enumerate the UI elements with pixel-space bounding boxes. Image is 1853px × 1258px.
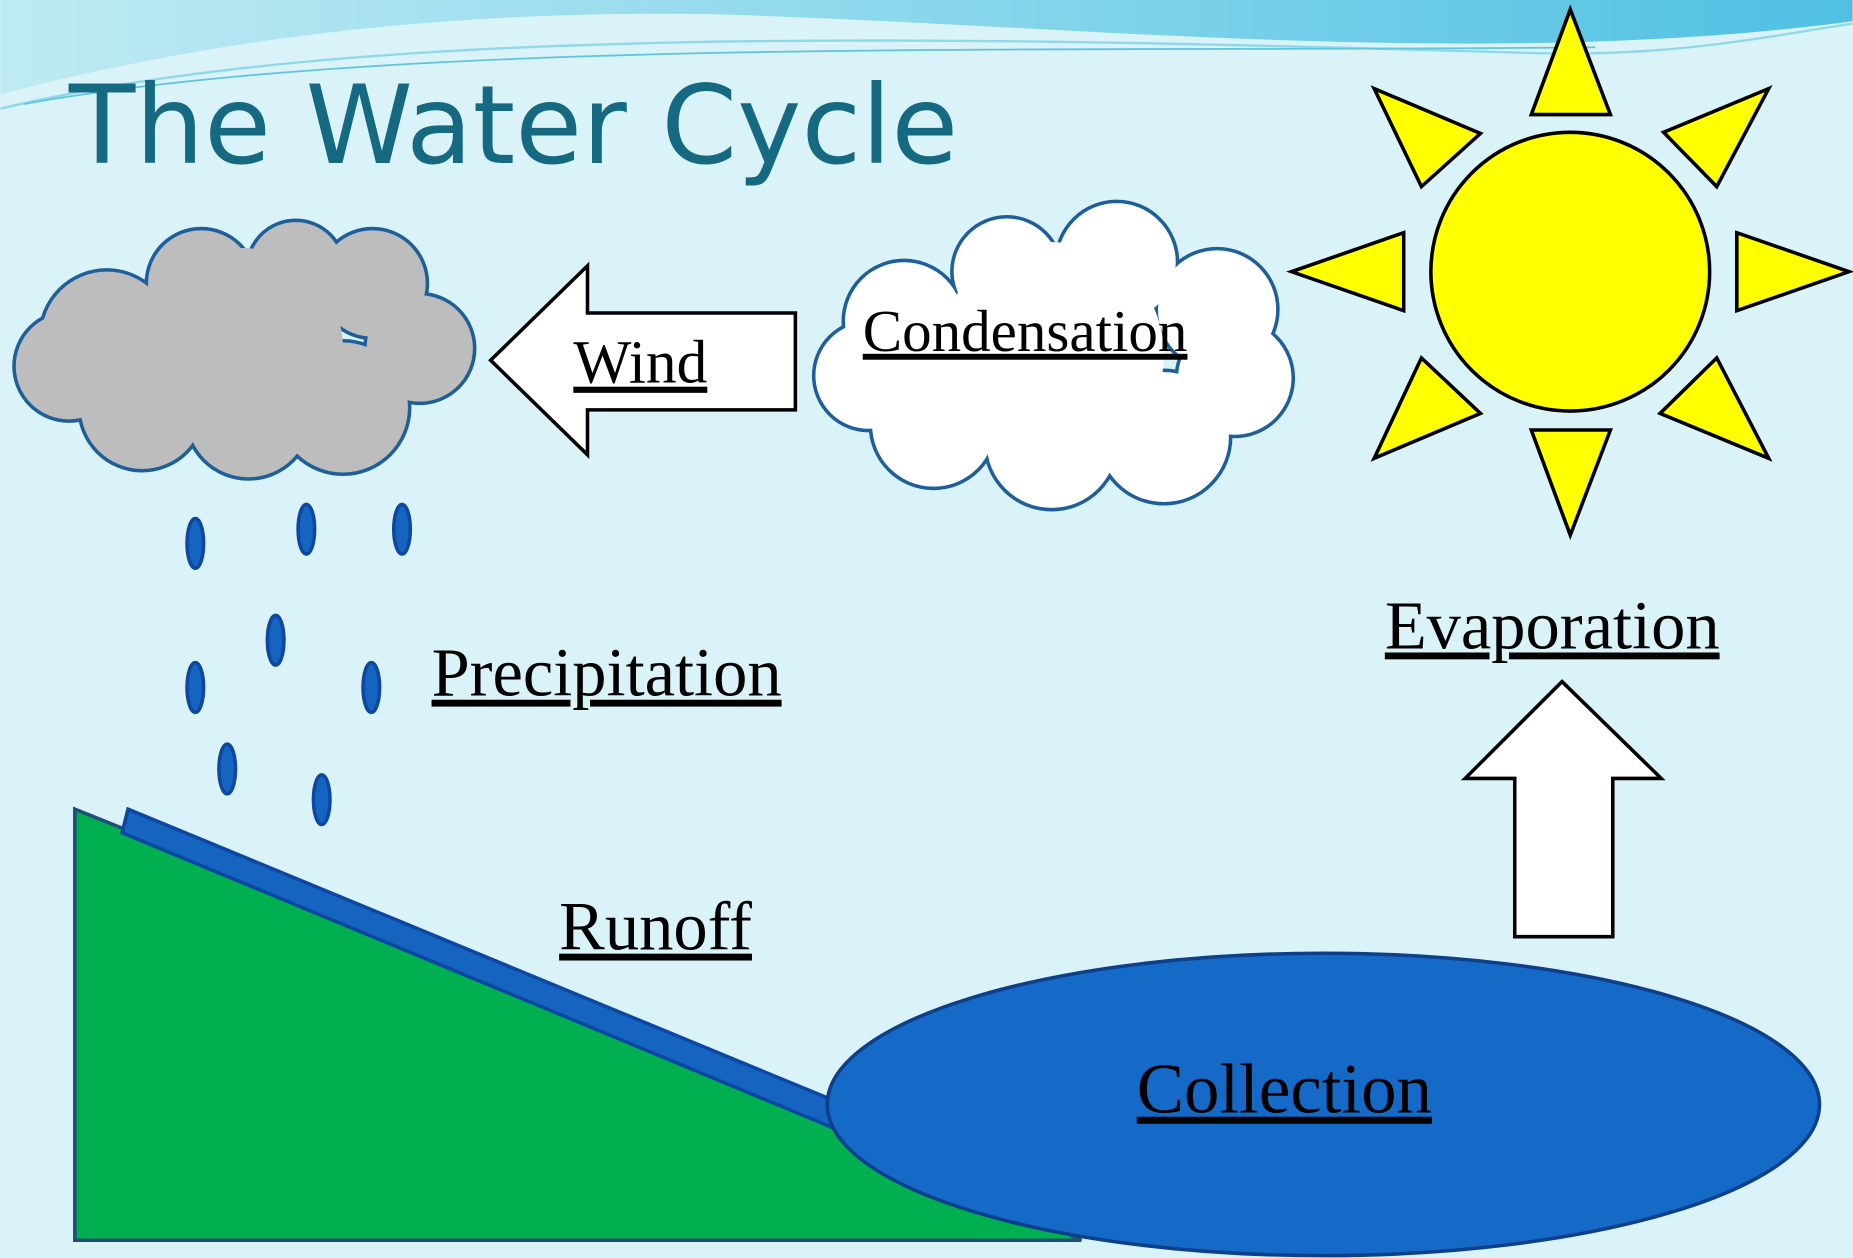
title: The Water Cycle: [68, 62, 958, 189]
collection-label: Collection: [1137, 1051, 1432, 1129]
page: {"title": "The Water Cycle", "labels": {…: [0, 0, 1853, 1258]
wind-label: Wind: [573, 329, 707, 397]
precipitation-label: Precipitation: [432, 635, 782, 711]
slide: The Water Cycle: [0, 0, 1853, 1258]
sun: [1291, 9, 1849, 535]
runoff-label: Runoff: [559, 889, 752, 965]
condensation-label: Condensation: [863, 298, 1188, 364]
evaporation-label: Evaporation: [1385, 587, 1720, 663]
